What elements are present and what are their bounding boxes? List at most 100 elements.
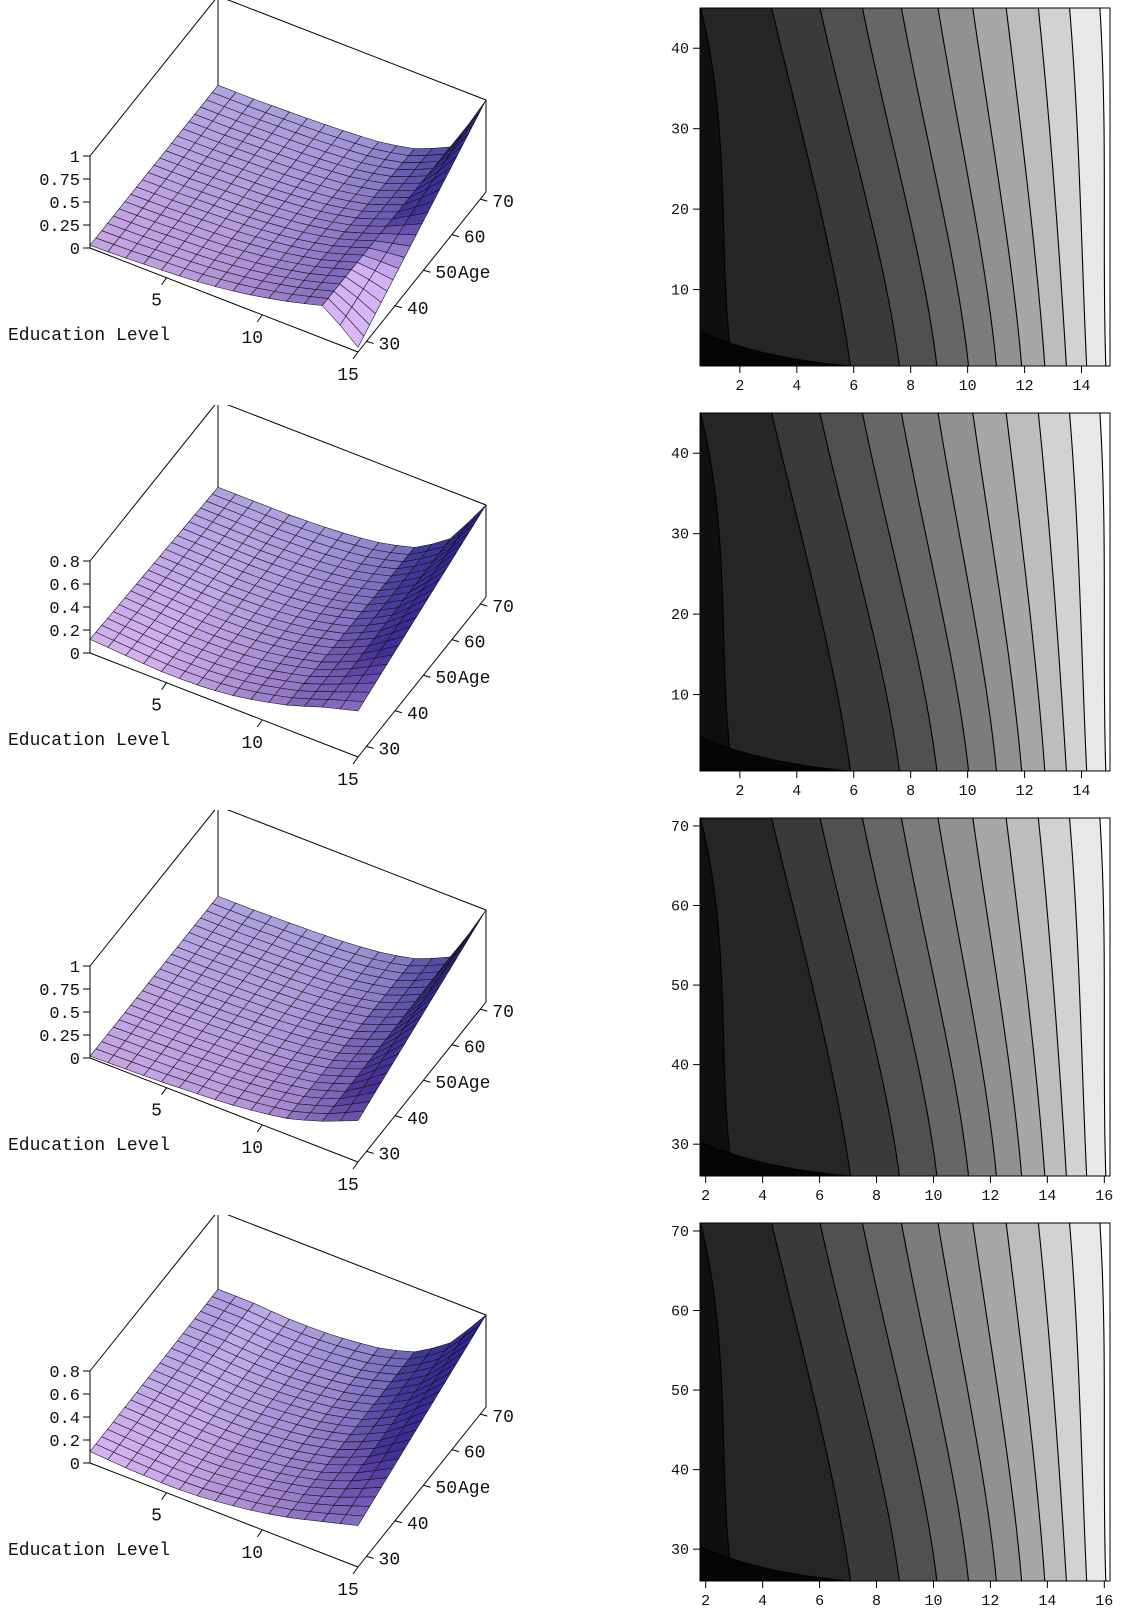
y-tick-label: 40 (407, 1110, 429, 1130)
y-tick-label: 40 (671, 446, 689, 463)
x-tick (256, 314, 263, 323)
x-tick-label: 5 (151, 1102, 162, 1122)
contour-plot-2: 2 4 6 8 10 12 14 10 20 30 40 (660, 405, 1125, 800)
surface-box-1 (89, 0, 487, 353)
surface-plot-3: 0 0.25 0.5 0.75 1 5 10 15 30 40 50 60 70 Education Le… (0, 810, 520, 1190)
y-tick-label: 30 (671, 1137, 689, 1154)
contour-svg-3: 2 4 6 8 10 12 14 16 30 40 50 60 70 (671, 817, 1113, 1205)
x-tick (352, 351, 359, 360)
x-tick-label: 10 (241, 734, 263, 754)
y-tick-label: 60 (464, 1444, 486, 1464)
y-tick-label: 60 (671, 1304, 689, 1321)
box-back-top-edge (89, 405, 487, 597)
x-tick-label: 2 (735, 378, 744, 395)
x-tick (256, 719, 263, 728)
x-tick-label: 16 (1095, 1593, 1113, 1610)
y-tick (451, 639, 460, 643)
y-tick (366, 340, 374, 344)
contour-frame (699, 1222, 1111, 1582)
y-tick-label: 70 (671, 819, 689, 836)
y-tick-label: 30 (671, 122, 689, 139)
x-tick (256, 1529, 263, 1538)
x-tick (352, 1566, 359, 1575)
y-tick (423, 1079, 431, 1083)
surface-cell (339, 1514, 365, 1526)
contour-fill-1 (700, 8, 1107, 366)
x-tick-label: 14 (1073, 378, 1091, 395)
y-tick-label: 30 (379, 740, 401, 760)
x-tick-label: 4 (758, 1593, 767, 1610)
x-tick-label: 8 (906, 783, 915, 800)
y-tick-label: 50 (435, 264, 457, 284)
surface-cell (339, 700, 365, 712)
x-tick-label: 10 (924, 1593, 942, 1610)
contour-band (700, 8, 852, 366)
y-tick-label: 60 (464, 1039, 486, 1059)
z-tick-label: 1 (70, 959, 80, 978)
x-tick-label: 14 (1038, 1188, 1056, 1205)
x-tick-label: 10 (959, 378, 977, 395)
z-tick-label: 0.8 (49, 554, 80, 573)
box-age-edge (357, 1406, 487, 1568)
box-education-edge (89, 247, 359, 353)
y-tick-label: 30 (671, 527, 689, 544)
x-tick-label: 12 (1016, 378, 1034, 395)
y-tick (423, 269, 431, 273)
box-education-edge (89, 652, 359, 758)
box-age-edge (357, 191, 487, 353)
x-axis-label: Education Level (8, 1136, 170, 1156)
z-tick-label: 0.8 (49, 1364, 80, 1383)
contour-svg-4: 2 4 6 8 10 12 14 16 30 40 50 60 70 (671, 1222, 1113, 1610)
z-tick-label: 0.5 (49, 1005, 80, 1024)
contour-band (700, 413, 852, 771)
x-tick-label: 12 (981, 1593, 999, 1610)
x-tick-label: 10 (241, 1139, 263, 1159)
contour-fill-2 (700, 413, 1107, 771)
z-tick-label: 0.2 (49, 623, 80, 642)
contour-min-region (700, 1546, 851, 1581)
y-tick (423, 1484, 431, 1488)
y-tick (394, 1115, 403, 1119)
y-axis-label: Age (458, 1074, 490, 1094)
surface-cell (462, 99, 487, 135)
x-tick-label: 4 (792, 378, 801, 395)
y-tick-label: 10 (671, 283, 689, 300)
y-tick-label: 40 (671, 1463, 689, 1480)
z-tick-label: 0.6 (49, 577, 80, 596)
box-back-top-edge (89, 810, 487, 1002)
y-tick-label: 30 (379, 335, 401, 355)
box-back-top-edge (89, 1215, 487, 1407)
x-tick-label: 12 (981, 1188, 999, 1205)
x-axis-label: Education Level (8, 731, 170, 751)
y-tick-label: 70 (492, 598, 514, 618)
y-axis-label: Age (458, 264, 490, 284)
surface-cell (456, 111, 481, 144)
x-tick-label: 6 (815, 1188, 824, 1205)
y-tick (451, 234, 460, 238)
box-age-edge (357, 596, 487, 758)
y-axis-label: Age (458, 1479, 490, 1499)
surface-mesh-3 (89, 895, 487, 1122)
x-tick-label: 10 (241, 1544, 263, 1564)
x-tick (352, 1161, 359, 1170)
y-tick (480, 1008, 488, 1012)
surface-mesh-1 (89, 84, 487, 348)
y-tick (451, 1449, 460, 1453)
y-tick-label: 50 (671, 1383, 689, 1400)
x-tick-label: 10 (959, 783, 977, 800)
x-tick-label: 8 (872, 1593, 881, 1610)
contour-plot-1: 2 4 6 8 10 12 14 10 20 30 40 (660, 0, 1125, 395)
x-tick-label: 4 (792, 783, 801, 800)
contour-band (700, 1223, 852, 1581)
contour-frame (699, 817, 1111, 1177)
y-tick-label: 70 (492, 1408, 514, 1428)
surface-mesh-2 (89, 486, 487, 712)
surface-cell (339, 315, 365, 348)
y-tick (394, 305, 403, 309)
x-tick (161, 1492, 167, 1501)
y-tick-label: 10 (671, 688, 689, 705)
y-tick-label: 50 (435, 1479, 457, 1499)
box-education-edge (89, 1462, 359, 1568)
contour-svg-2: 2 4 6 8 10 12 14 10 20 30 40 (671, 412, 1111, 800)
